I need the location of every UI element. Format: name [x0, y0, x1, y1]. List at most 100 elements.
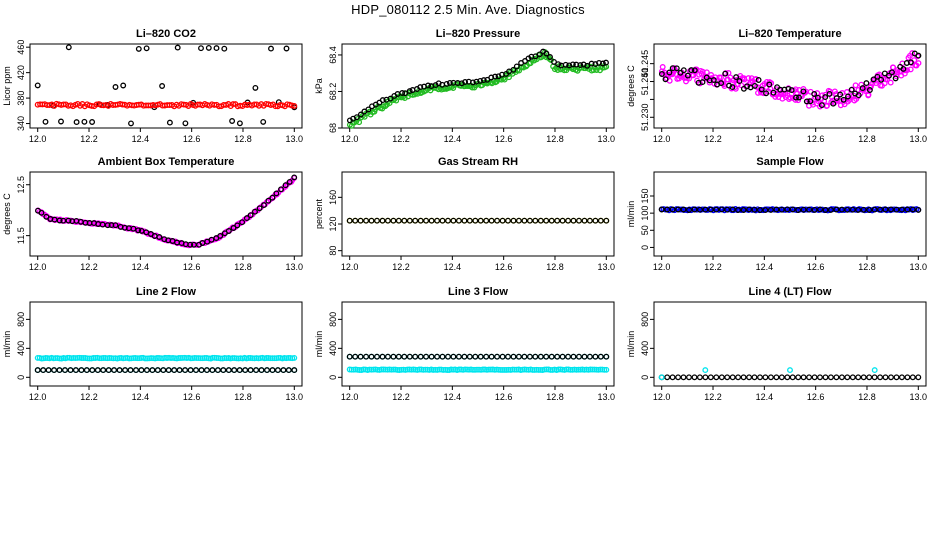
x-tick-label: 12.8 — [858, 262, 876, 272]
data-point — [758, 86, 765, 93]
data-point — [713, 374, 720, 381]
data-point — [722, 70, 729, 77]
data-point — [559, 353, 566, 360]
y-tick-label: 68.4 — [328, 46, 338, 64]
data-point — [744, 83, 751, 90]
data-point — [547, 54, 553, 60]
data-point — [368, 353, 375, 360]
panel-title: Gas Stream RH — [438, 156, 518, 168]
data-point — [230, 101, 237, 108]
data-point — [65, 217, 72, 224]
x-tick-label: 12.8 — [546, 134, 564, 144]
x-tick-label: 12.2 — [392, 392, 410, 402]
data-point — [291, 367, 298, 374]
x-tick-label: 12.0 — [653, 134, 671, 144]
data-point — [521, 217, 528, 224]
data-point — [551, 58, 557, 65]
data-point — [34, 82, 41, 89]
x-tick-label: 12.6 — [807, 262, 825, 272]
data-point — [357, 111, 364, 118]
data-point — [428, 353, 435, 360]
data-point — [795, 374, 802, 381]
data-point — [532, 217, 539, 224]
data-point — [176, 367, 183, 374]
plot-frame — [653, 171, 927, 257]
data-point — [234, 222, 241, 229]
data-point — [353, 114, 360, 121]
data-point — [236, 367, 243, 374]
y-tick-label: 100 — [640, 206, 650, 221]
data-point — [483, 217, 490, 224]
data-point — [135, 45, 142, 52]
data-point — [592, 353, 599, 360]
data-point — [499, 353, 506, 360]
data-point — [38, 209, 45, 216]
data-point — [570, 353, 577, 360]
data-point — [686, 75, 692, 82]
data-point — [264, 367, 270, 374]
data-point — [892, 75, 899, 82]
x-tick-label: 13.0 — [910, 134, 928, 144]
data-point — [773, 374, 780, 381]
data-point — [838, 374, 845, 381]
data-point — [708, 72, 715, 78]
data-point — [278, 186, 284, 193]
data-point — [221, 45, 228, 52]
y-tick-label: 11.5 — [16, 227, 26, 244]
data-point — [149, 367, 156, 374]
data-point — [886, 72, 892, 79]
data-point — [357, 353, 364, 360]
data-point — [269, 194, 276, 201]
data-point — [346, 217, 353, 224]
data-point — [696, 374, 703, 381]
data-point — [576, 353, 582, 360]
data-point — [575, 366, 582, 373]
data-point — [225, 367, 232, 374]
data-point — [363, 353, 370, 360]
chart-panel: Li–820 Pressure 12.0 12.2 12.4 12.6 12.8 13.0 6… — [314, 28, 615, 144]
panel-title: Line 3 Flow — [448, 286, 508, 298]
chart-panel: Line 4 (LT) Flow 12.0 12.2 12.4 12.6 12.8 13.0… — [626, 286, 927, 402]
data-point — [291, 102, 298, 109]
y-tick-label: 400 — [328, 341, 338, 356]
data-point — [915, 60, 922, 67]
data-point — [562, 61, 569, 68]
data-point — [73, 119, 80, 126]
x-tick-label: 12.6 — [183, 134, 201, 144]
data-point — [34, 367, 41, 374]
data-point — [466, 353, 473, 360]
data-point — [220, 367, 227, 374]
data-point — [785, 85, 792, 92]
data-point — [727, 74, 734, 81]
y-tick-label: 340 — [16, 116, 26, 131]
data-point — [766, 81, 773, 88]
data-point — [134, 355, 141, 362]
plot-frame — [653, 301, 927, 387]
data-point — [757, 207, 763, 213]
data-point — [707, 374, 714, 381]
y-tick-label: 80 — [328, 246, 338, 256]
data-point — [510, 66, 517, 73]
data-point — [112, 84, 119, 90]
y-axis-label: degrees C — [626, 65, 636, 107]
data-point — [513, 63, 520, 70]
data-point — [78, 355, 85, 361]
data-point — [590, 67, 597, 74]
data-point — [734, 81, 741, 88]
data-point — [423, 217, 430, 224]
data-point — [160, 367, 167, 374]
data-point — [833, 374, 840, 381]
data-point — [718, 206, 725, 213]
data-point — [673, 65, 680, 72]
data-point — [379, 217, 386, 224]
data-point — [357, 217, 364, 224]
x-tick-label: 12.0 — [29, 262, 47, 272]
data-point — [745, 75, 752, 82]
data-point — [729, 84, 736, 91]
data-point — [462, 79, 469, 85]
x-tick-label: 13.0 — [598, 392, 616, 402]
data-point — [374, 353, 380, 360]
data-point — [494, 353, 501, 360]
data-point — [100, 367, 107, 374]
data-point — [268, 45, 274, 52]
